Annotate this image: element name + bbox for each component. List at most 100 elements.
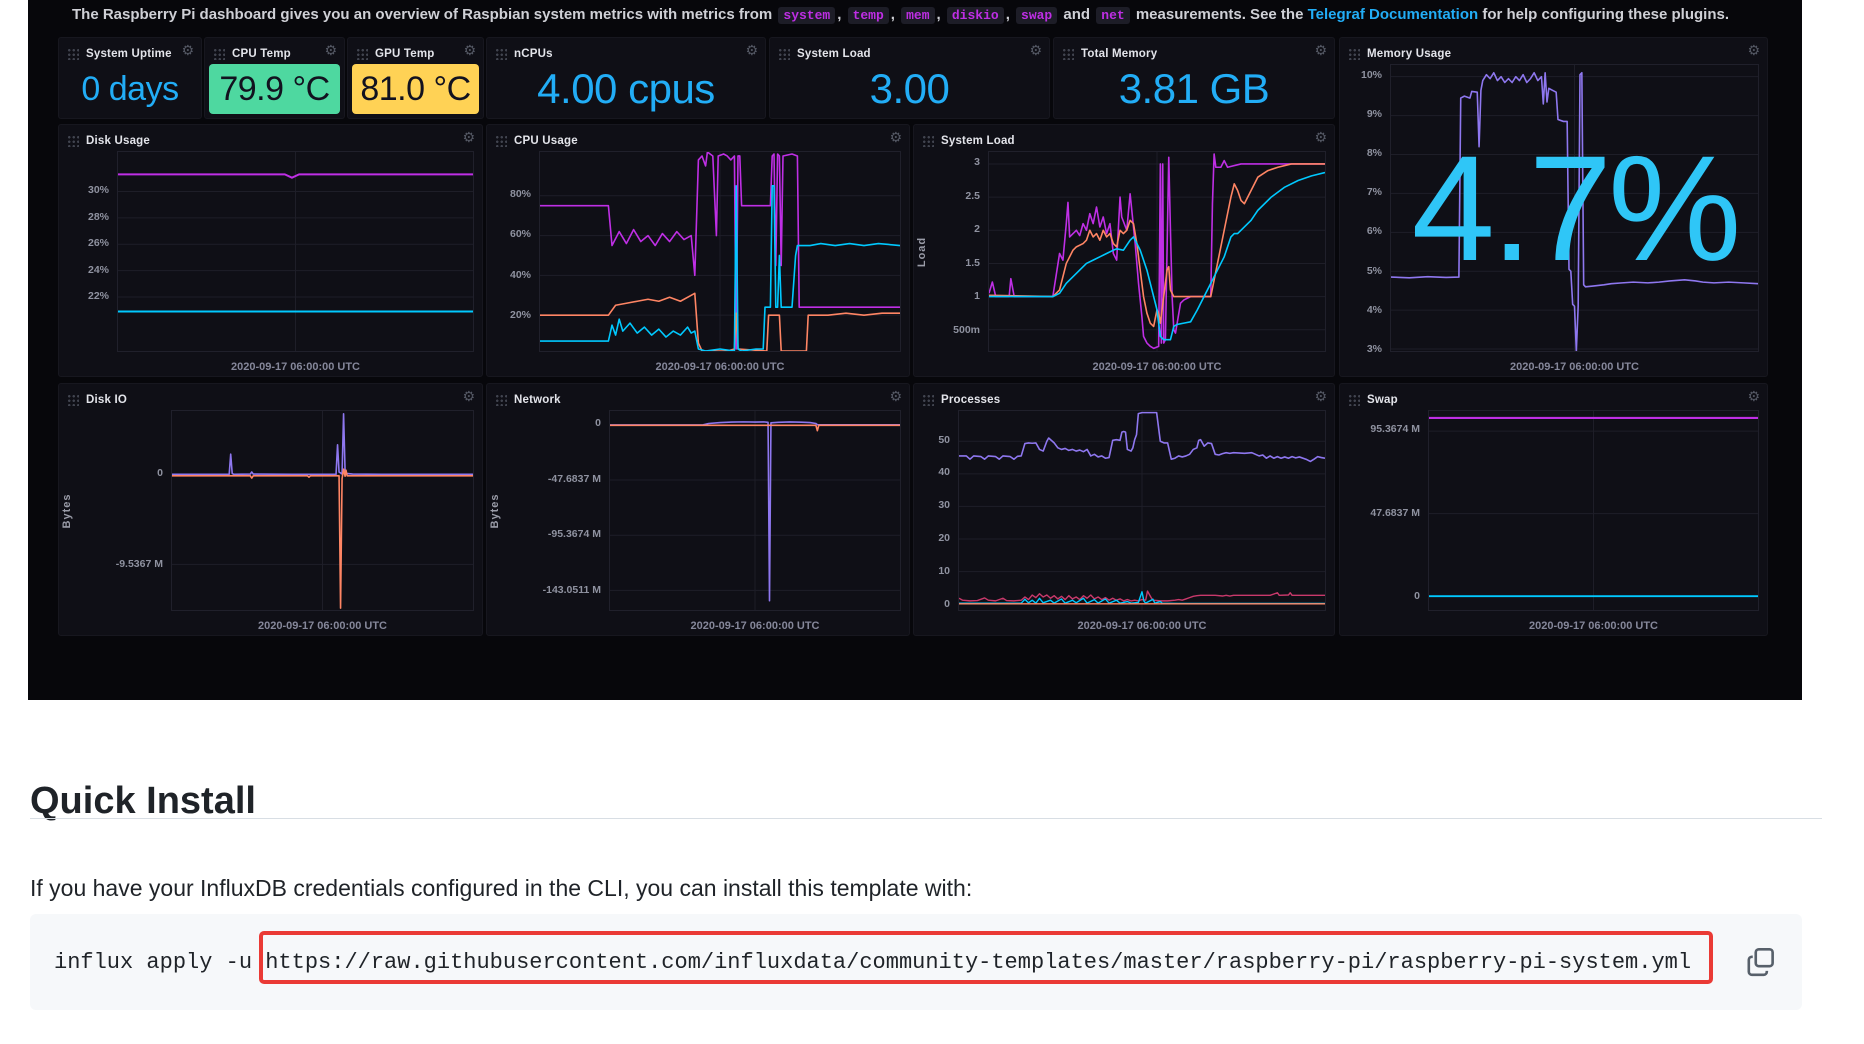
- heading-divider: [30, 818, 1822, 819]
- chart-body: 95.3674 M 47.6837 M 0: [1340, 410, 1759, 611]
- y-tick: 47.6837 M: [1370, 506, 1420, 519]
- x-axis-label: 2020-09-17 06:00:00 UTC: [1092, 361, 1222, 373]
- code-command: influx apply -u https://raw.githubuserco…: [54, 914, 1691, 1010]
- x-axis-label: 2020-09-17 06:00:00 UTC: [1077, 620, 1207, 632]
- panel-title: Total Memory: [1081, 47, 1158, 60]
- plot-area: [539, 151, 901, 352]
- chart-svg: [118, 152, 473, 351]
- chart-body: Bytes 0 -9.5367 M: [59, 410, 474, 611]
- y-tick: 500m: [953, 323, 980, 336]
- plot-area: [958, 410, 1326, 611]
- plot-area: [988, 151, 1326, 352]
- y-axis: 30% 28% 26% 24% 22%: [59, 151, 117, 352]
- code-chip: net: [1096, 7, 1130, 24]
- panel-header: System Uptime: [59, 38, 201, 64]
- panel-swap: Swap ⚙ 95.3674 M 47.6837 M 0 2020-09-17 06:00…: [1339, 383, 1768, 636]
- panel-disk-io: Disk IO ⚙ Bytes 0 -9.5367 M 2020-09-17 06:00:…: [58, 383, 483, 636]
- gear-icon: ⚙: [324, 42, 337, 58]
- panel-title: System Load: [941, 134, 1015, 147]
- y-tick: -95.3674 M: [547, 528, 601, 541]
- y-tick: 8%: [1366, 147, 1382, 160]
- y-axis-title: Bytes: [489, 493, 501, 528]
- y-tick: -9.5367 M: [115, 557, 163, 570]
- plot-area: [117, 151, 474, 352]
- series-bytes-recv: [610, 422, 900, 601]
- gear-icon: ⚙: [889, 388, 902, 404]
- code-chip: temp: [847, 7, 889, 24]
- panel-cpu-usage: CPU Usage ⚙ 80% 60% 40% 20% 2020-09-17 06:00:0…: [486, 124, 910, 377]
- y-tick: 0: [157, 467, 163, 480]
- x-axis-label: 2020-09-17 06:00:00 UTC: [1509, 361, 1640, 373]
- y-tick: 40: [938, 466, 950, 479]
- y-tick: 0: [944, 598, 950, 611]
- telegraf-documentation-link: Telegraf Documentation: [1307, 6, 1479, 23]
- panel-title: Disk IO: [86, 393, 128, 406]
- series-total: [959, 413, 1325, 462]
- panel-gpu-temp: GPU Temp ⚙ 81.0 °C: [347, 37, 484, 119]
- x-axis-label: 2020-09-17 06:00:00 UTC: [690, 620, 820, 632]
- chart-body: 50 40 30 20 10 0: [914, 410, 1326, 611]
- drag-handle-icon: [495, 394, 507, 406]
- drag-handle-icon: [67, 394, 79, 406]
- stat-value: 81.0 °C: [352, 64, 479, 114]
- y-tick: 0: [595, 417, 601, 430]
- plot-area: [1428, 410, 1759, 611]
- panel-cpu-temp: CPU Temp ⚙ 79.9 °C: [204, 37, 345, 119]
- panel-network: Network ⚙ Bytes 0 -47.6837 M -95.3674 M -143.0…: [486, 383, 910, 636]
- y-axis: 95.3674 M 47.6837 M 0: [1340, 410, 1428, 611]
- gear-icon: ⚙: [462, 388, 475, 404]
- y-axis: 10% 9% 8% 7% 6% 5% 4% 3%: [1340, 64, 1390, 355]
- panel-title: Disk Usage: [86, 134, 151, 147]
- drag-handle-icon: [1062, 48, 1074, 60]
- y-tick: 95.3674 M: [1370, 423, 1420, 436]
- plot-area: [171, 410, 474, 611]
- panel-header: nCPUs: [487, 38, 765, 64]
- stat-value: 3.81 GB: [1118, 65, 1270, 112]
- y-tick: 2: [974, 223, 980, 236]
- gear-icon: ⚙: [462, 129, 475, 145]
- drag-handle-icon: [778, 48, 790, 60]
- y-tick: 1.5: [965, 256, 980, 269]
- drag-handle-icon: [495, 135, 507, 147]
- chart-body: Load 3 2.5 2 1.5 1 500m: [914, 151, 1326, 352]
- series-load15: [989, 173, 1325, 340]
- copy-icon: [1747, 947, 1774, 977]
- y-axis: 80% 60% 40% 20%: [487, 151, 539, 352]
- drag-handle-icon: [495, 48, 507, 60]
- chart-body: 80% 60% 40% 20%: [487, 151, 901, 352]
- drag-handle-icon: [1348, 394, 1360, 406]
- y-tick: 40%: [509, 268, 531, 281]
- drag-handle-icon: [922, 394, 934, 406]
- gear-icon: ⚙: [745, 42, 758, 58]
- copy-button[interactable]: [1746, 947, 1776, 977]
- panel-title: Memory Usage: [1367, 47, 1452, 60]
- drag-handle-icon: [922, 135, 934, 147]
- x-axis-label: 2020-09-17 06:00:00 UTC: [257, 620, 388, 632]
- chart-svg: [1391, 65, 1758, 351]
- series-bytes-sent: [610, 425, 900, 430]
- y-tick: 3: [974, 156, 980, 169]
- dashboard-intro-text: The Raspberry Pi dashboard gives you an …: [72, 6, 1730, 24]
- panel-system-load: System Load ⚙ Load 3 2.5 2 1.5 1 500m 2020-09-17 …: [913, 124, 1335, 377]
- y-tick: -143.0511 M: [542, 584, 601, 597]
- panel-header: Disk IO: [59, 384, 482, 410]
- series-blocked: [959, 592, 1325, 604]
- code-chip: swap: [1016, 7, 1058, 24]
- panel-title: System Load: [797, 47, 871, 60]
- stat-value: 79.9 °C: [209, 64, 340, 114]
- panel-header: System Load: [914, 125, 1334, 151]
- panel-title: Swap: [1367, 393, 1398, 406]
- chart-svg: [959, 411, 1325, 610]
- y-tick: 10%: [1360, 68, 1382, 81]
- panel-processes: Processes ⚙ 50 40 30 20 10 0 2020-09-17 06:00:00…: [913, 383, 1335, 636]
- chart-body: 10% 9% 8% 7% 6% 5% 4% 3% 4.7%: [1340, 64, 1759, 355]
- y-tick: 7%: [1366, 186, 1382, 199]
- y-tick: 2.5: [965, 189, 980, 202]
- y-tick: 4%: [1366, 303, 1382, 316]
- series-root: [118, 174, 473, 177]
- series-usage-iowait: [540, 186, 900, 351]
- y-axis: Bytes 0 -47.6837 M -95.3674 M -143.0511 M: [487, 410, 609, 611]
- gear-icon: ⚙: [181, 42, 194, 58]
- panel-title: System Uptime: [86, 47, 172, 60]
- drag-handle-icon: [356, 48, 368, 60]
